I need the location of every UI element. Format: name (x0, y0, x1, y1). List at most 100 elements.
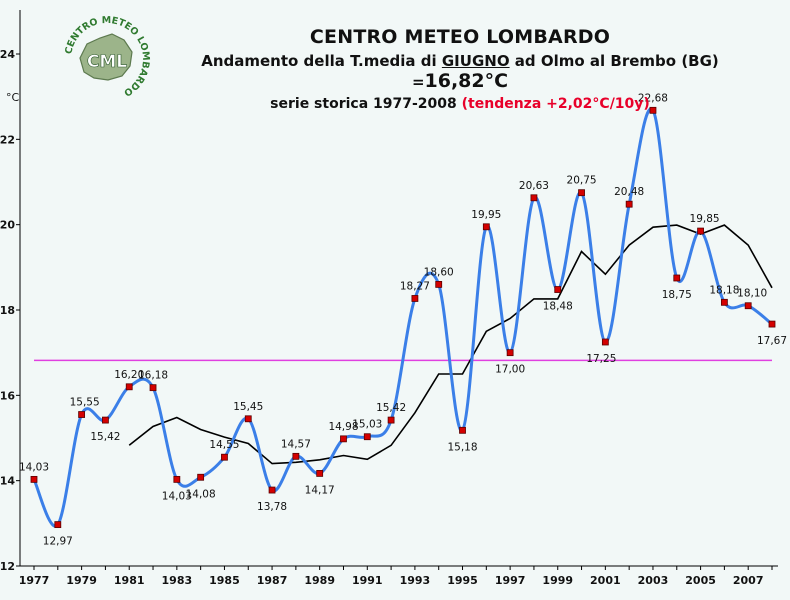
data-point-marker (625, 200, 633, 208)
subtitle-month: GIUGNO (441, 52, 510, 70)
data-label: 20,75 (567, 175, 597, 187)
data-point-marker (506, 349, 514, 357)
data-label: 14,03 (162, 490, 192, 502)
data-point-marker (292, 452, 300, 460)
data-point-marker (649, 106, 657, 114)
y-tick-label: 12 (0, 560, 15, 573)
data-point-marker (149, 384, 157, 392)
x-tick-label: 1993 (400, 574, 431, 587)
data-label: 18,10 (737, 288, 767, 300)
subtitle-prefix: Andamento della T.media di (201, 52, 442, 70)
data-point-marker (102, 416, 109, 424)
x-tick-label: 1987 (257, 574, 288, 587)
data-point-marker (173, 475, 181, 483)
data-label: 18,27 (400, 280, 430, 292)
x-tick-label: 1983 (162, 574, 193, 587)
data-label: 17,67 (757, 335, 787, 347)
data-point-marker (363, 433, 371, 441)
x-tick-label: 1997 (495, 574, 526, 587)
data-point-marker (435, 280, 443, 288)
x-tick-label: 1979 (66, 574, 97, 587)
data-label: 22,68 (638, 92, 668, 104)
chart-subtitle: Andamento della T.media di GIUGNO ad Olm… (160, 52, 760, 92)
y-tick-label: 14 (0, 475, 15, 488)
x-tick-label: 2001 (590, 574, 621, 587)
data-label: 14,98 (328, 421, 358, 433)
data-point-marker (244, 415, 252, 423)
data-point-marker (530, 194, 538, 202)
data-label: 17,25 (586, 353, 616, 365)
subtitle-mean-value: 16,82°C (424, 70, 509, 92)
data-label: 18,60 (424, 266, 454, 278)
x-tick-label: 1981 (114, 574, 145, 587)
series-period: serie storica 1977-2008 (270, 96, 462, 112)
data-point-marker (411, 295, 419, 302)
markers-group (30, 106, 776, 529)
data-point-marker (221, 453, 228, 461)
data-label: 16,18 (138, 370, 168, 382)
data-label: 15,55 (70, 397, 100, 409)
temperature-series-group (32, 107, 773, 528)
data-point-marker (744, 302, 752, 310)
x-tick-label: 1977 (19, 574, 50, 587)
y-tick-label: 16 (0, 389, 15, 402)
data-point-marker (601, 338, 609, 346)
y-tick-label: 22 (0, 133, 15, 146)
data-label: 18,75 (662, 289, 692, 301)
x-tick-label: 1995 (447, 574, 478, 587)
data-label: 20,63 (519, 180, 549, 192)
data-label: 14,08 (186, 488, 216, 500)
data-point-marker (720, 298, 728, 306)
data-label: 14,57 (281, 438, 311, 450)
data-label: 16,20 (114, 369, 144, 381)
lombardy-map-shape (79, 33, 133, 81)
data-point-marker (578, 189, 585, 197)
data-point-marker (268, 486, 276, 494)
data-point-marker (125, 383, 133, 391)
data-point-marker (554, 286, 562, 293)
data-label: 18,48 (543, 301, 573, 313)
cml-logo: CENTRO METEO LOMBARDO CML (63, 15, 151, 98)
data-label: 12,97 (43, 536, 73, 548)
temperature-series-line (32, 107, 773, 528)
data-point-marker (482, 223, 490, 231)
data-label: 14,17 (305, 484, 335, 496)
y-tick-label: 18 (0, 304, 15, 317)
data-label: 19,95 (471, 209, 501, 221)
x-tick-label: 1991 (352, 574, 383, 587)
logo-abbr: CML (87, 52, 127, 72)
y-tick-label: 20 (0, 219, 15, 232)
series-line: serie storica 1977-2008 (tendenza +2,02°… (160, 96, 760, 112)
x-tick-label: 1989 (304, 574, 335, 587)
x-tick-label: 1999 (542, 574, 573, 587)
data-point-marker (316, 470, 324, 477)
subtitle-location: ad Olmo al Brembo (BG) = (411, 52, 719, 91)
data-point-marker (768, 320, 776, 328)
data-point-marker (197, 473, 205, 481)
data-point-marker (459, 426, 466, 434)
data-point-marker (697, 227, 704, 235)
x-tick-label: 2007 (733, 574, 764, 587)
data-label: 20,48 (614, 186, 644, 198)
data-point-marker (673, 274, 681, 282)
axes: 12 14 16 18 20 22 24 °C 1977 1979 1981 1983 1985 1987… (0, 10, 778, 587)
title-block: CENTRO METEO LOMBARDO Andamento della T.… (160, 26, 760, 112)
data-point-marker (54, 521, 62, 529)
y-axis-label: °C (6, 91, 20, 104)
data-label: 17,00 (495, 364, 525, 376)
data-label: 15,42 (376, 402, 406, 414)
data-label: 18,18 (709, 284, 739, 296)
data-label: 15,03 (352, 419, 382, 431)
data-point-marker (30, 475, 38, 483)
moving-average-line (128, 224, 773, 465)
x-tick-label: 1985 (209, 574, 240, 587)
data-point-marker (340, 435, 347, 443)
data-point-marker (387, 416, 395, 424)
data-label: 14,03 (19, 461, 49, 473)
chart-title: CENTRO METEO LOMBARDO (309, 26, 611, 48)
data-label: 13,78 (257, 501, 287, 513)
y-tick-label: 24 (0, 48, 15, 61)
data-labels-group: 14,0312,9715,5515,4216,2016,1814,0314,08… (19, 92, 787, 547)
